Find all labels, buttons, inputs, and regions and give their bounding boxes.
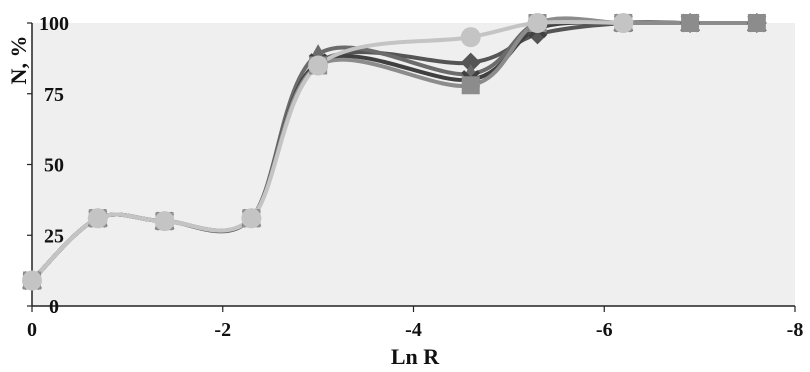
x-tick-label: -6 <box>596 319 613 341</box>
series-line-5 <box>30 19 626 283</box>
series-5-point <box>154 211 175 232</box>
y-tick-label: 25 <box>44 225 64 247</box>
x-axis: 0 -2 -4 -6 -8 <box>27 305 804 341</box>
y-tick-label: 50 <box>44 155 64 177</box>
y-tick-label: 0 <box>49 296 59 318</box>
series-5-point <box>613 13 634 33</box>
series-5-point <box>527 13 548 33</box>
series-4-point <box>747 14 766 32</box>
x-tick-label: 0 <box>27 319 37 341</box>
x-tick-label: -4 <box>405 319 422 341</box>
x-tick-label: -2 <box>214 319 231 341</box>
x-axis-title: Ln R <box>391 344 440 369</box>
series-layer <box>22 13 767 291</box>
series-5-point <box>241 208 262 229</box>
series-5-point <box>87 208 108 229</box>
y-tick-label: 75 <box>44 84 64 106</box>
series-5-point <box>460 27 481 48</box>
series-5-point <box>308 55 329 76</box>
y-axis-title: N, % <box>6 36 31 85</box>
plot-area <box>32 23 795 306</box>
x-tick-label: -8 <box>787 319 804 341</box>
y-axis: 0 25 50 75 100 <box>27 13 69 318</box>
series-5-point <box>22 270 42 291</box>
series-4-point <box>461 76 480 95</box>
series-1-point <box>460 52 481 73</box>
y-tick-label: 100 <box>39 13 69 35</box>
series-4-point <box>681 14 700 32</box>
